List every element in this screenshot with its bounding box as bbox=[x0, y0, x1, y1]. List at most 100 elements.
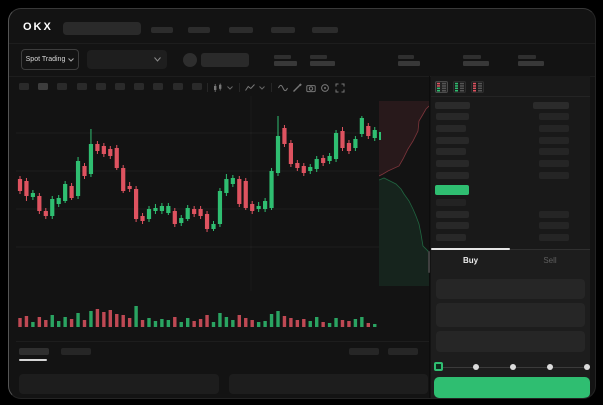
orderbook-col-header-price bbox=[435, 102, 470, 109]
depth-chart bbox=[379, 101, 429, 286]
toolbar-group-divider bbox=[271, 83, 272, 92]
ask-amount bbox=[539, 136, 569, 144]
wave-icon[interactable] bbox=[278, 83, 288, 93]
pair-selector-dropdown[interactable] bbox=[87, 50, 167, 69]
ask-price[interactable] bbox=[436, 136, 469, 144]
slider-stop-dot[interactable] bbox=[472, 364, 479, 370]
timeframe-button[interactable] bbox=[38, 83, 49, 90]
panel-divider bbox=[429, 76, 430, 398]
indicators-icon[interactable] bbox=[245, 83, 255, 93]
scrollbar[interactable] bbox=[428, 251, 430, 273]
timeframe-button[interactable] bbox=[134, 83, 145, 90]
ask-price[interactable] bbox=[436, 113, 469, 120]
bid-amount bbox=[539, 210, 569, 218]
chevron-down-icon[interactable] bbox=[259, 86, 265, 90]
order-input[interactable] bbox=[436, 279, 585, 299]
ask-price[interactable] bbox=[436, 124, 466, 132]
coin-icon bbox=[183, 53, 197, 67]
volume-chart bbox=[18, 306, 377, 327]
place-order-button[interactable] bbox=[434, 377, 590, 398]
nav-item[interactable] bbox=[188, 27, 210, 33]
chevron-down-icon bbox=[154, 57, 161, 62]
ask-amount bbox=[539, 160, 569, 168]
bid-price[interactable] bbox=[436, 222, 469, 229]
ask-price[interactable] bbox=[436, 172, 469, 179]
bid-price[interactable] bbox=[436, 210, 469, 218]
stat-value bbox=[518, 61, 544, 66]
orderbook-view-bids-icon[interactable] bbox=[453, 81, 466, 93]
stat-value bbox=[463, 61, 489, 66]
market-type-label: Spot Trading bbox=[25, 56, 66, 63]
bottom-panel-right bbox=[229, 374, 428, 394]
stat-label bbox=[463, 55, 481, 59]
stat-value bbox=[274, 61, 297, 66]
chevron-down-icon bbox=[68, 57, 75, 62]
slider-handle[interactable] bbox=[434, 362, 443, 371]
market-type-dropdown[interactable]: Spot Trading bbox=[21, 49, 79, 70]
candlestick-chart[interactable] bbox=[16, 96, 379, 291]
stat-label bbox=[310, 55, 327, 59]
orderbook-col-header-amount bbox=[533, 102, 569, 109]
camera-icon[interactable] bbox=[306, 83, 316, 93]
stat-value bbox=[398, 61, 420, 66]
okx-logo: OKX bbox=[23, 21, 53, 33]
bid-price[interactable] bbox=[436, 199, 466, 206]
fullscreen-icon[interactable] bbox=[335, 83, 345, 93]
order-book-panel: Buy Sell bbox=[431, 76, 591, 398]
header-divider bbox=[9, 43, 595, 44]
bottom-tab[interactable] bbox=[19, 348, 49, 355]
bid-price[interactable] bbox=[436, 233, 466, 241]
ask-price[interactable] bbox=[436, 148, 466, 156]
nav-item[interactable] bbox=[151, 27, 173, 33]
slider-stop-dot[interactable] bbox=[584, 364, 591, 370]
chevron-down-icon[interactable] bbox=[227, 86, 233, 90]
orderbook-view-combined-icon[interactable] bbox=[435, 81, 448, 93]
bottom-tab-underline bbox=[19, 359, 47, 361]
timeframe-button[interactable] bbox=[95, 83, 106, 90]
order-input[interactable] bbox=[436, 303, 585, 327]
bottom-action[interactable] bbox=[388, 348, 418, 355]
toolbar-group-divider bbox=[239, 83, 240, 92]
ask-amount bbox=[539, 113, 569, 120]
timeframe-button[interactable] bbox=[57, 83, 68, 90]
timeframe-button[interactable] bbox=[191, 83, 202, 90]
ask-amount bbox=[539, 148, 569, 156]
timeframe-button[interactable] bbox=[115, 83, 125, 90]
timeframe-button[interactable] bbox=[19, 83, 29, 90]
ask-amount bbox=[539, 172, 569, 179]
tab-buy[interactable]: Buy bbox=[462, 255, 479, 265]
bid-amount bbox=[539, 222, 569, 229]
bottom-action[interactable] bbox=[349, 348, 379, 355]
bottom-panel-left bbox=[19, 374, 219, 394]
ask-amount bbox=[539, 124, 569, 132]
timeframe-button[interactable] bbox=[172, 83, 183, 90]
bottom-tab[interactable] bbox=[61, 348, 91, 355]
price-placeholder bbox=[201, 53, 249, 67]
pencil-icon[interactable] bbox=[292, 83, 302, 93]
tab-divider bbox=[431, 249, 590, 250]
slider-stop-dot[interactable] bbox=[547, 364, 554, 370]
orderbook-divider bbox=[431, 96, 590, 97]
browser-window: OKX Spot Trading bbox=[8, 8, 596, 399]
search-input[interactable] bbox=[63, 22, 141, 35]
stat-label bbox=[398, 55, 414, 59]
tab-sell[interactable]: Sell bbox=[543, 255, 557, 265]
orderbook-view-asks-icon[interactable] bbox=[471, 81, 484, 93]
bid-amount bbox=[539, 233, 569, 241]
slider-stop-dot[interactable] bbox=[509, 364, 516, 370]
settings-icon[interactable] bbox=[320, 83, 330, 93]
stat-label bbox=[274, 55, 291, 59]
timeframe-button[interactable] bbox=[153, 83, 164, 90]
order-input[interactable] bbox=[436, 331, 585, 352]
stat-label bbox=[518, 55, 536, 59]
active-tab-underline bbox=[431, 247, 510, 250]
chart-style-icon[interactable] bbox=[213, 83, 223, 93]
toolbar-divider bbox=[9, 76, 595, 77]
nav-item[interactable] bbox=[271, 27, 295, 33]
chart-bottom-divider bbox=[16, 341, 429, 342]
nav-item[interactable] bbox=[229, 27, 253, 33]
nav-item[interactable] bbox=[312, 27, 338, 33]
toolbar-group-divider bbox=[207, 83, 208, 92]
ask-price[interactable] bbox=[436, 160, 469, 168]
timeframe-button[interactable] bbox=[76, 83, 87, 90]
